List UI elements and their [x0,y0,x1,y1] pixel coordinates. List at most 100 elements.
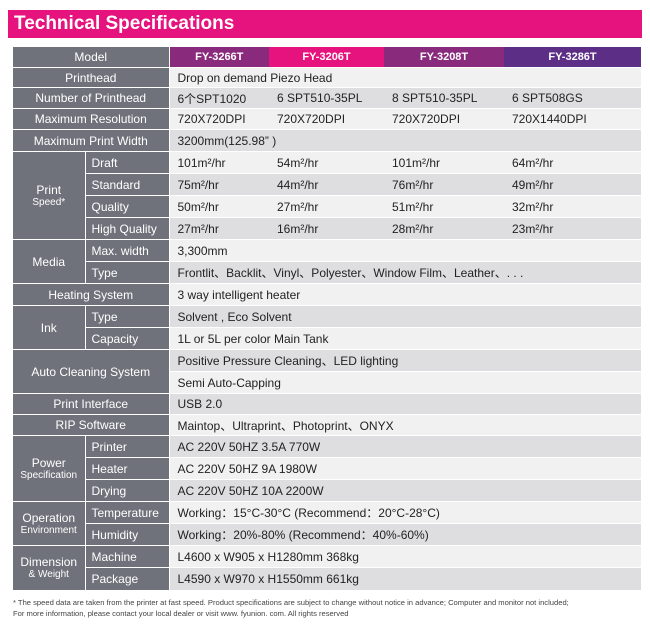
row-value: Frontlit、Backlit、Vinyl、Polyester、Window … [169,261,641,284]
label-line: Specification [20,470,78,481]
cell-value: 50m²/hr [169,195,269,218]
cell-value: 64m²/hr [504,151,641,174]
cell-value: 23m²/hr [504,217,641,240]
power-row: Drying AC 220V 50HZ 10A 2200W [13,479,641,502]
row-label: Maximum Print Width [13,129,170,152]
row-label: Number of Printhead [13,87,170,109]
cell-value: 8 SPT510-35PL [384,87,504,109]
media-row: Media Max. width 3,300mm [13,239,641,284]
title-banner: Technical Specifications [8,10,642,38]
cell-value: 32m²/hr [504,195,641,218]
model-name: FY-3208T [384,46,504,68]
cell-value: 28m²/hr [384,217,504,240]
cell-value: 76m²/hr [384,173,504,196]
row-value: Positive Pressure Cleaning、LED lighting [169,349,641,372]
model-header-row: Model FY-3266T FY-3206T FY-3208T FY-3286… [13,46,641,68]
row-value: Working：15°C-30°C (Recommend：20°C-28°C) [169,501,641,524]
max-print-width-row: Maximum Print Width 3200mm(125.98” ) [13,129,641,152]
ink-row: Capacity 1L or 5L per color Main Tank [13,327,641,350]
cell-value: 101m²/hr [384,151,504,174]
power-row: Power Specification Printer AC 220V 50HZ… [13,435,641,502]
label-line: Dimension [20,555,78,570]
page-title: Technical Specifications [14,13,235,34]
row-value: Semi Auto-Capping [169,371,641,394]
cell-value: 16m²/hr [269,217,384,240]
row-value: 3200mm(125.98” ) [169,129,641,152]
cell-value: 27m²/hr [269,195,384,218]
row-value: 3,300mm [169,239,641,262]
cell-value: 720X720DPI [384,108,504,130]
row-value: 1L or 5L per color Main Tank [169,327,641,350]
ink-row: Ink Type Solvent , Eco Solvent [13,305,641,350]
footnote-line: * The speed data are taken from the prin… [13,598,569,607]
row-label: Auto Cleaning System [13,349,170,394]
label-line: & Weight [28,569,69,581]
model-name: FY-3266T [169,46,269,68]
cell-value: 51m²/hr [384,195,504,218]
row-value: AC 220V 50HZ 10A 2200W [169,479,641,502]
media-row: Type Frontlit、Backlit、Vinyl、Polyester、Wi… [13,261,641,284]
print-speed-row: Print Speed* Draft 101m²/hr 54m²/hr 101m… [13,151,641,240]
cell-value: 6 SPT510-35PL [269,87,384,109]
sub-label: Quality [85,195,170,218]
sub-label: Humidity [85,523,170,546]
sub-label: Max. width [85,239,170,262]
model-name: FY-3206T [269,46,384,68]
row-value: USB 2.0 [169,393,641,415]
cell-value: 54m²/hr [269,151,384,174]
sub-label: Heater [85,457,170,480]
sub-label: Package [85,567,170,590]
cell-value: 720X720DPI [169,108,269,130]
sub-label: Type [85,305,170,328]
print-speed-row: Standard 75m²/hr 44m²/hr 76m²/hr 49m²/hr [13,173,641,196]
label-line: Print [36,183,62,197]
sub-label: High Quality [85,217,170,240]
cell-value: 720X720DPI [269,108,384,130]
footnote: * The speed data are taken from the prin… [13,597,643,619]
model-label: Model [13,46,170,68]
cell-value: 6个SPT1020 [169,87,269,109]
auto-cleaning-row: Semi Auto-Capping [13,371,641,394]
cell-value: 27m²/hr [169,217,269,240]
dimension-label: Dimension & Weight [13,545,86,590]
row-value: L4590 x W970 x H1550mm 661kg [169,567,641,590]
footnote-line: For more information, please contact you… [13,609,349,618]
spec-table: Model FY-3266T FY-3206T FY-3208T FY-3286… [13,46,641,590]
row-value: Maintop、Ultraprint、Photoprint、ONYX [169,414,641,436]
row-value: Drop on demand Piezo Head [169,67,641,88]
sub-label: Standard [85,173,170,196]
row-value: AC 220V 50HZ 9A 1980W [169,457,641,480]
sub-label: Type [85,261,170,284]
label-line: Environment [20,525,77,536]
row-label: Printhead [13,67,170,88]
sub-label: Printer [85,435,170,458]
dimension-row: Dimension & Weight Machine L4600 x W905 … [13,545,641,590]
printhead-row: Printhead Drop on demand Piezo Head [13,67,641,88]
row-label: Heating System [13,283,170,306]
operation-row: Operation Environment Temperature Workin… [13,501,641,546]
label-line: Power [31,456,66,470]
dimension-row: Package L4590 x W970 x H1550mm 661kg [13,567,641,590]
auto-cleaning-row: Auto Cleaning System Positive Pressure C… [13,349,641,394]
num-printhead-row: Number of Printhead 6个SPT1020 6 SPT510-3… [13,87,641,109]
model-name: FY-3286T [504,46,641,68]
operation-row: Humidity Working：20%-80% (Recommend：40%-… [13,523,641,546]
print-speed-row: Quality 50m²/hr 27m²/hr 51m²/hr 32m²/hr [13,195,641,218]
row-label: RIP Software [13,414,170,436]
cell-value: 101m²/hr [169,151,269,174]
row-label: Ink [13,305,86,350]
row-label: Print Interface [13,393,170,415]
max-resolution-row: Maximum Resolution 720X720DPI 720X720DPI… [13,108,641,130]
row-label: Media [13,239,86,284]
operation-label: Operation Environment [13,501,86,546]
cell-value: 720X1440DPI [504,108,641,130]
cell-value: 6 SPT508GS [504,87,641,109]
sub-label: Drying [85,479,170,502]
sub-label: Machine [85,545,170,568]
heating-row: Heating System 3 way intelligent heater [13,283,641,306]
sub-label: Capacity [85,327,170,350]
sub-label: Temperature [85,501,170,524]
row-value: L4600 x W905 x H1280mm 368kg [169,545,641,568]
rip-row: RIP Software Maintop、Ultraprint、Photopri… [13,414,641,436]
print-interface-row: Print Interface USB 2.0 [13,393,641,415]
